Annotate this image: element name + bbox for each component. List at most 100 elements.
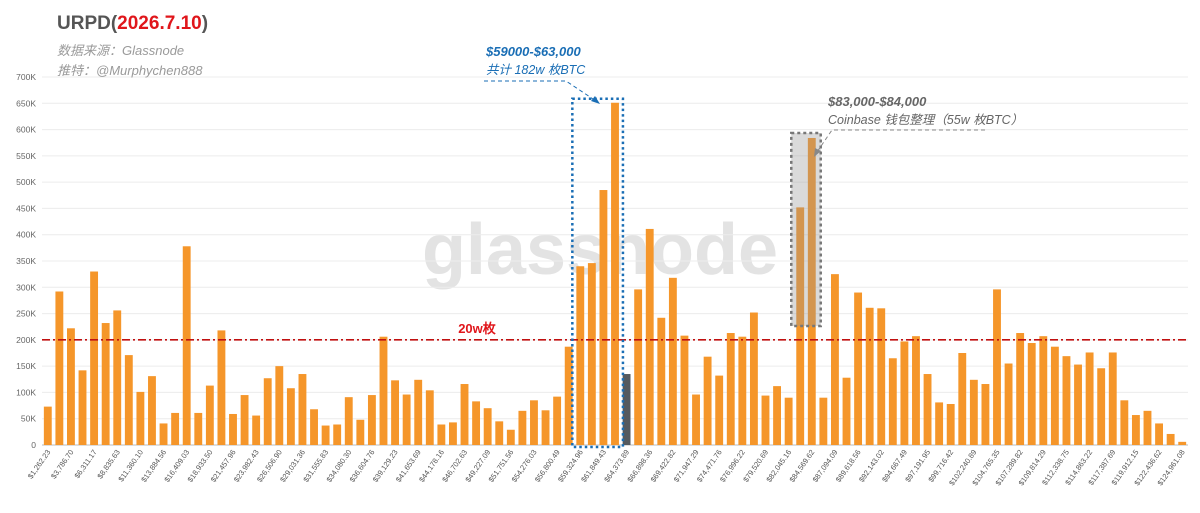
zone1-range: $59000-$63,000 (486, 44, 581, 59)
bar (1097, 368, 1106, 445)
bar (205, 385, 214, 445)
bar (124, 355, 133, 445)
bar (668, 277, 677, 445)
y-tick-label: 300K (16, 282, 36, 292)
bar (587, 263, 596, 445)
y-tick-label: 450K (16, 203, 36, 213)
bar (807, 137, 816, 446)
bar (1039, 336, 1048, 445)
bar (1050, 346, 1059, 445)
bar (182, 246, 191, 445)
bar (321, 425, 330, 445)
y-tick-label: 50K (21, 414, 36, 424)
bar (969, 379, 978, 445)
y-tick-label: 700K (16, 72, 36, 82)
bar (333, 424, 342, 445)
bar (865, 307, 874, 445)
bar (599, 190, 608, 445)
bar (553, 396, 562, 445)
zone2-highlight-box (790, 131, 822, 328)
y-tick-label: 600K (16, 125, 36, 135)
bar (738, 336, 747, 445)
bar (541, 410, 550, 445)
bar (449, 422, 457, 445)
bar (993, 289, 1001, 445)
bar (726, 333, 735, 445)
bar (229, 413, 237, 445)
bar (530, 400, 538, 445)
bar (310, 409, 318, 445)
y-tick-label: 500K (16, 177, 36, 187)
bar (1085, 352, 1094, 445)
bar (344, 397, 353, 445)
y-tick-label: 150K (16, 361, 36, 371)
bar (981, 384, 990, 445)
bar (252, 415, 261, 445)
bar (171, 412, 180, 445)
bar (1108, 352, 1117, 445)
bar (645, 228, 654, 445)
bar (159, 423, 168, 445)
zone1-note: 共计 182w 枚BTC (486, 63, 586, 77)
y-tick-label: 0 (31, 440, 36, 450)
bar (680, 335, 689, 445)
bar (495, 421, 504, 445)
bar (773, 386, 781, 445)
bar (55, 291, 64, 445)
current-price-bar (622, 374, 631, 445)
bar (101, 323, 110, 445)
bar (437, 424, 446, 445)
bar (1074, 364, 1082, 445)
zone1-highlight-box (571, 97, 625, 449)
bar (402, 394, 411, 445)
y-tick-label: 400K (16, 230, 36, 240)
bar (946, 403, 955, 445)
bar (958, 353, 967, 445)
bar (298, 374, 307, 445)
bar (113, 310, 122, 445)
bar (900, 341, 909, 445)
bar (912, 336, 920, 445)
bar (78, 370, 87, 445)
bar (263, 378, 272, 445)
bar (148, 376, 156, 445)
bar (460, 384, 469, 445)
bar (749, 312, 758, 445)
bar (564, 346, 573, 445)
bar (483, 408, 492, 445)
bar (842, 377, 851, 445)
x-tick-label: $3,786.70 (49, 448, 76, 481)
author-handle: 推特：@Murphychen888 (57, 63, 203, 78)
title-date: 2026.7.10 (117, 13, 202, 34)
bar (819, 397, 828, 445)
bar (425, 390, 434, 445)
bar (611, 102, 619, 445)
bar (784, 397, 793, 445)
bar (90, 271, 99, 445)
data-source-text: 数据来源：Glassnode (57, 43, 185, 58)
bar (1062, 356, 1071, 445)
bar (657, 317, 666, 445)
y-tick-label: 200K (16, 335, 36, 345)
y-tick-label: 550K (16, 151, 36, 161)
bar (240, 395, 249, 445)
zone1-annotation: $59000-$63,000 共计 182w 枚BTC (486, 44, 585, 78)
zone1-arrowhead (591, 96, 600, 104)
y-tick-label: 250K (16, 309, 36, 319)
bar (703, 356, 712, 445)
bar (1004, 363, 1013, 445)
bar (356, 419, 365, 445)
bar (1155, 423, 1163, 445)
bar (194, 412, 203, 445)
bar (1120, 400, 1129, 445)
zone2-annotation: $83,000-$84,000 Coinbase 钱包整理（55w 枚BTC） (828, 94, 1023, 128)
bar (576, 266, 585, 445)
zone2-leader-line (816, 129, 985, 153)
bar (286, 388, 295, 445)
y-tick-label: 100K (16, 387, 36, 397)
title-prefix: URPD (57, 13, 111, 34)
reference-line-label: 20w枚 (458, 321, 497, 336)
bar (136, 391, 145, 445)
bar (1016, 333, 1025, 445)
